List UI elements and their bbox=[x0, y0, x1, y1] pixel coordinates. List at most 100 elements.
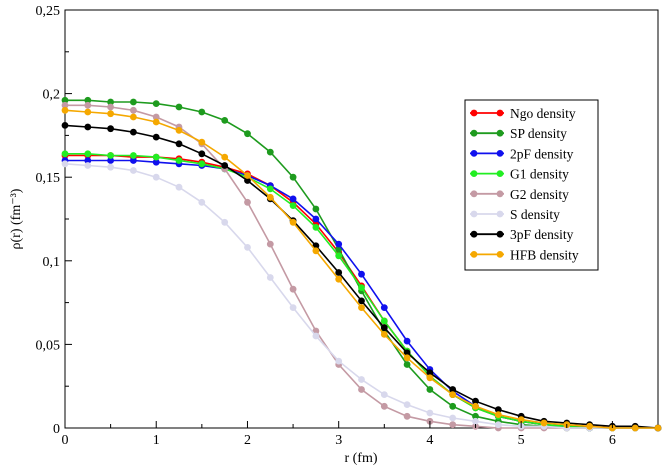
data-point bbox=[312, 205, 320, 213]
data-point bbox=[403, 337, 411, 345]
legend-label: HFB density bbox=[510, 247, 579, 262]
data-point bbox=[266, 274, 274, 281]
data-point bbox=[130, 152, 137, 159]
y-tick-label: 0,1 bbox=[43, 255, 61, 270]
data-point bbox=[289, 218, 297, 226]
data-point bbox=[472, 412, 479, 420]
data-point bbox=[266, 240, 274, 248]
data-point bbox=[107, 103, 114, 111]
data-point bbox=[426, 374, 434, 382]
data-point bbox=[517, 416, 525, 423]
data-point bbox=[61, 160, 69, 168]
legend-label: SP density bbox=[510, 126, 567, 141]
data-point bbox=[198, 108, 206, 116]
y-tick-label: 0,15 bbox=[36, 171, 61, 186]
legend-marker bbox=[470, 251, 478, 258]
data-point bbox=[61, 96, 69, 104]
legend-entry: Ngo density bbox=[470, 106, 576, 121]
x-tick-label: 1 bbox=[153, 433, 160, 448]
data-point bbox=[130, 98, 137, 106]
data-point bbox=[107, 98, 114, 106]
data-point bbox=[221, 117, 229, 124]
data-point bbox=[335, 269, 343, 276]
data-point bbox=[380, 317, 388, 325]
legend-marker bbox=[496, 230, 504, 238]
legend-label: G1 density bbox=[510, 167, 569, 182]
data-point bbox=[107, 157, 114, 164]
data-point bbox=[312, 215, 320, 223]
data-point bbox=[244, 244, 251, 251]
data-point bbox=[335, 357, 343, 365]
data-point bbox=[380, 391, 388, 398]
data-point bbox=[449, 421, 457, 429]
data-point bbox=[61, 101, 69, 109]
data-point bbox=[494, 406, 502, 413]
axis-ticks: 0 1 2 3 4 5 6 0 0,05 0,1 0,15 0,2 0,25 bbox=[36, 4, 616, 448]
data-point bbox=[152, 158, 160, 166]
data-point bbox=[289, 304, 297, 311]
data-point bbox=[358, 304, 365, 311]
legend-marker bbox=[496, 150, 504, 157]
legend-marker bbox=[470, 230, 478, 238]
data-point bbox=[472, 397, 479, 405]
data-point bbox=[449, 402, 457, 410]
data-point bbox=[244, 177, 251, 184]
y-tick-label: 0,2 bbox=[43, 88, 61, 103]
data-point bbox=[289, 285, 297, 293]
data-point bbox=[289, 202, 297, 210]
legend-marker bbox=[496, 251, 504, 258]
data-point bbox=[130, 113, 137, 121]
data-point bbox=[84, 162, 92, 169]
data-point bbox=[61, 122, 69, 129]
x-tick-label: 6 bbox=[609, 433, 616, 448]
data-point bbox=[358, 376, 365, 383]
data-point bbox=[152, 118, 160, 126]
data-point bbox=[107, 152, 114, 159]
data-point bbox=[358, 270, 365, 278]
legend: Ngo density SP density 2pF density G1 densi… bbox=[464, 99, 599, 271]
data-point bbox=[84, 96, 92, 104]
data-point bbox=[175, 183, 183, 191]
data-point bbox=[449, 386, 457, 393]
data-point bbox=[221, 218, 229, 226]
data-point bbox=[312, 224, 320, 231]
legend-marker bbox=[496, 210, 504, 218]
legend-label: 2pF density bbox=[510, 146, 574, 161]
legend-marker bbox=[496, 109, 504, 117]
legend-marker bbox=[496, 190, 504, 198]
y-axis-title: ρ(r) (fm⁻³) bbox=[9, 188, 24, 249]
legend-entry: SP density bbox=[470, 126, 567, 141]
data-point bbox=[358, 297, 365, 305]
data-point bbox=[266, 148, 274, 156]
data-point bbox=[61, 106, 69, 114]
data-point bbox=[198, 150, 206, 158]
legend-entry: G2 density bbox=[470, 187, 569, 202]
data-point bbox=[175, 140, 183, 148]
data-point bbox=[289, 173, 297, 181]
data-point bbox=[198, 198, 206, 206]
data-point bbox=[198, 138, 206, 146]
data-point bbox=[472, 417, 479, 425]
data-point bbox=[586, 422, 593, 430]
data-point bbox=[380, 402, 388, 410]
x-tick-label: 4 bbox=[426, 433, 433, 448]
data-point bbox=[403, 361, 411, 368]
legend-marker bbox=[470, 129, 478, 137]
data-point bbox=[221, 153, 229, 161]
data-point bbox=[335, 240, 343, 248]
data-point bbox=[130, 167, 137, 174]
data-point bbox=[61, 150, 69, 158]
data-point bbox=[84, 108, 92, 116]
legend-marker bbox=[470, 170, 478, 178]
data-point bbox=[130, 128, 137, 136]
data-point bbox=[107, 163, 114, 171]
data-point bbox=[175, 126, 183, 134]
data-point bbox=[403, 412, 411, 420]
legend-label: 3pF density bbox=[510, 227, 574, 242]
data-point bbox=[472, 402, 479, 410]
legend-marker bbox=[470, 210, 478, 218]
legend-entry: HFB density bbox=[470, 247, 579, 262]
data-point bbox=[380, 304, 388, 311]
legend-entry: G1 density bbox=[470, 167, 569, 182]
legend-entry: 3pF density bbox=[470, 227, 574, 242]
